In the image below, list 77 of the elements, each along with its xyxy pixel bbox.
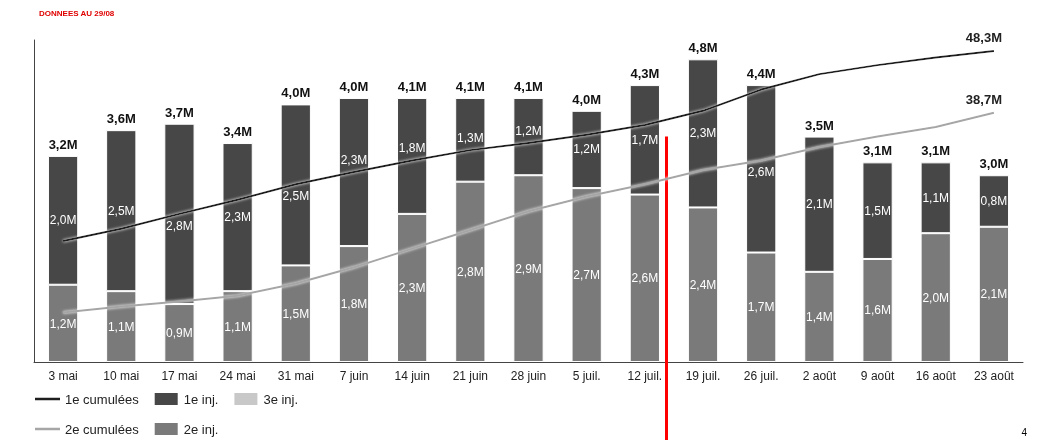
data-label: 2,3M: [224, 210, 251, 225]
data-label: 2,1M: [806, 197, 833, 212]
data-label: 1,7M: [747, 300, 775, 315]
data-label: 0,9M: [166, 326, 193, 341]
total-label: 3,5M: [804, 117, 834, 133]
x-tick-label: 7 juin: [339, 369, 369, 383]
data-label: 1,2M: [49, 317, 77, 332]
data-label: 2,7M: [573, 268, 601, 283]
text: 4: [1021, 427, 1027, 438]
data-label: 2,6M: [631, 271, 659, 286]
data-label: 2,1M: [980, 287, 1008, 302]
data-label: 1,2M: [573, 142, 601, 157]
legend-label: 1e cumulées: [65, 391, 140, 407]
data-label: 2,8M: [166, 218, 193, 233]
data-label: 2,9M: [515, 261, 542, 276]
x-tick-label: 31 mai: [277, 369, 314, 383]
data-label: 1,5M: [864, 203, 891, 218]
legend-label: 3e inj.: [263, 391, 299, 407]
data-label: 2,3M: [689, 126, 717, 141]
data-label: 1,7M: [631, 132, 659, 147]
total-label: 3,2M: [48, 136, 78, 152]
total-label: 4,4M: [746, 66, 776, 82]
x-tick-label: 9 août: [860, 369, 895, 383]
total-label: 3,0M: [979, 156, 1009, 172]
x-tick-label: 24 mai: [219, 369, 256, 383]
data-label: 1,8M: [340, 297, 368, 312]
data-label: 2,0M: [49, 213, 77, 228]
x-tick-label: 14 juin: [394, 369, 430, 383]
data-label: 2,5M: [107, 203, 135, 218]
total-label: 4,1M: [455, 78, 485, 94]
data-label: 1,8M: [398, 141, 426, 156]
total-label: 3,1M: [921, 143, 951, 159]
chart-title: DONNEES AU 29/08: [39, 8, 115, 18]
data-label: 1,4M: [806, 309, 833, 324]
x-tick-label: 2 août: [802, 369, 837, 383]
data-label: 1,1M: [922, 190, 950, 205]
x-tick-label: 26 juil.: [743, 369, 779, 383]
x-tick-label: 3 mai: [48, 369, 78, 383]
total-label: 3,4M: [223, 124, 253, 140]
total-label: 4,1M: [397, 78, 427, 94]
x-tick-label: 19 juil.: [685, 369, 721, 383]
data-label: 1,2M: [515, 124, 542, 139]
legend-label: 2e inj.: [183, 421, 219, 437]
x-tick-label: 16 août: [915, 369, 957, 383]
total-label: 4,0M: [572, 91, 602, 107]
x-tick-label: 21 juin: [452, 369, 489, 383]
data-label: 1,6M: [864, 303, 891, 318]
data-label: 2,3M: [340, 153, 368, 168]
data-label: 2,0M: [922, 290, 950, 305]
x-tick-label: 12 juil.: [627, 369, 663, 383]
data-label: 1,3M: [456, 131, 484, 146]
total-label: 3,1M: [863, 143, 893, 159]
total-label: 3,7M: [164, 104, 194, 120]
data-label: 2,3M: [398, 280, 426, 295]
data-label: 1,5M: [282, 306, 310, 321]
legend-label: 1e inj.: [183, 391, 219, 407]
total-label: 4,8M: [688, 40, 718, 56]
x-tick-label: 28 juin: [510, 369, 547, 383]
data-label: 1,1M: [224, 319, 251, 334]
x-tick-label: 5 juil.: [572, 369, 601, 383]
total-label: 4,0M: [281, 85, 311, 101]
total-label: 3,6M: [106, 111, 136, 127]
data-label: 2,6M: [747, 165, 775, 180]
data-label: 0,8M: [980, 194, 1008, 208]
data-label: 2,8M: [456, 264, 484, 279]
data-label: 48,3M: [965, 29, 1002, 45]
legend-label: 2e cumulées: [65, 421, 140, 437]
data-label: 2,5M: [282, 189, 310, 204]
x-tick-label: 23 août: [973, 369, 1015, 383]
data-label: 38,7M: [965, 91, 1002, 107]
data-label: 2,4M: [689, 277, 717, 292]
x-tick-label: 17 mai: [161, 369, 198, 383]
total-label: 4,0M: [339, 78, 369, 94]
total-label: 4,3M: [630, 66, 660, 82]
data-label: 1,1M: [107, 319, 135, 334]
x-tick-label: 10 mai: [103, 369, 140, 383]
total-label: 4,1M: [514, 78, 543, 94]
